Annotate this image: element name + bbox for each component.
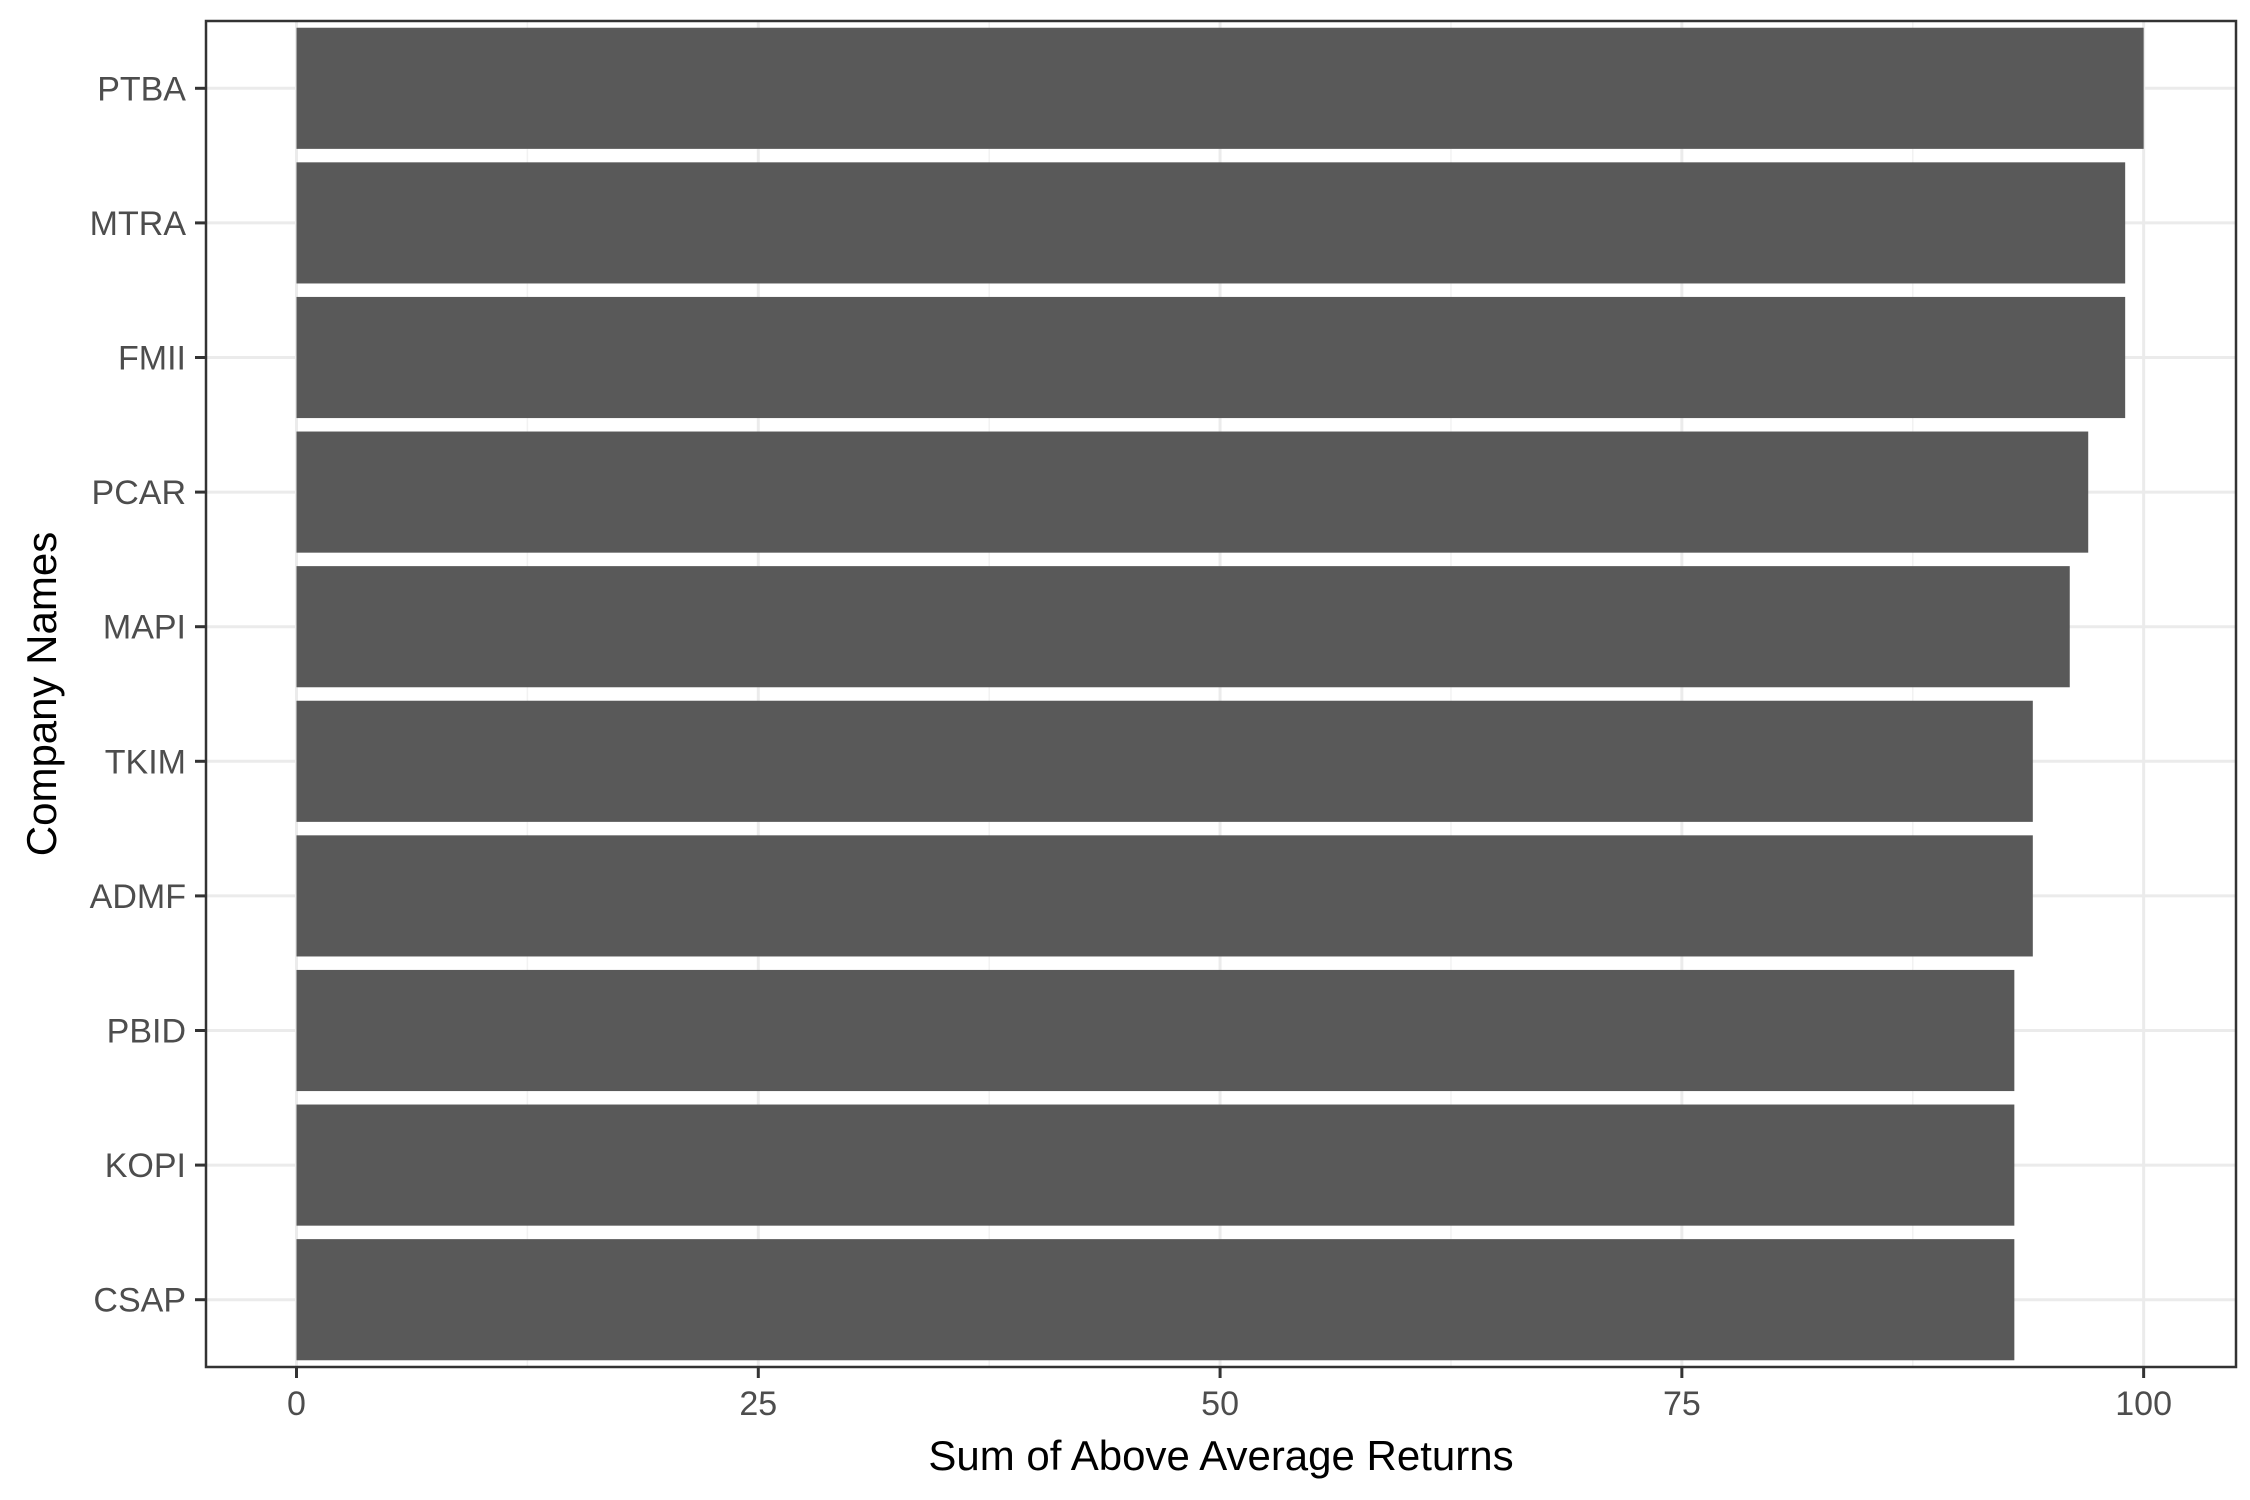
y-tick-label: CSAP xyxy=(93,1282,186,1320)
bar-pcar xyxy=(296,431,2089,553)
x-tick-label: 25 xyxy=(739,1385,777,1423)
y-tick-label: MTRA xyxy=(90,205,187,243)
bar-pbid xyxy=(296,969,2015,1092)
bar-admf xyxy=(296,835,2033,957)
x-axis: 0 25 50 75 100 xyxy=(287,1367,2172,1423)
bar-mtra xyxy=(296,162,2126,284)
y-tick-label: PBID xyxy=(107,1013,186,1051)
y-axis-title: Company Names xyxy=(18,532,65,856)
bar-fmii xyxy=(296,296,2126,419)
y-tick-label: ADMF xyxy=(90,878,186,916)
y-tick-label: MAPI xyxy=(103,609,186,647)
y-tick-label: KOPI xyxy=(105,1147,186,1185)
y-tick-label: PTBA xyxy=(97,70,186,108)
y-tick-label: PCAR xyxy=(92,474,186,512)
bar-mapi xyxy=(296,566,2070,688)
x-tick-label: 100 xyxy=(2115,1385,2172,1423)
y-axis: PTBA MTRA FMII PCAR MAPI TKIM ADMF PBID KOPI CSAP xyxy=(90,70,206,1320)
x-tick-label: 0 xyxy=(287,1385,306,1423)
x-axis-title: Sum of Above Average Returns xyxy=(928,1432,1513,1479)
x-tick-label: 75 xyxy=(1663,1385,1701,1423)
bar-ptba xyxy=(296,27,2144,149)
y-tick-label: TKIM xyxy=(105,743,186,781)
bar-csap xyxy=(296,1239,2015,1361)
bars-layer xyxy=(296,27,2144,1361)
y-tick-label: FMII xyxy=(118,340,186,378)
bar-kopi xyxy=(296,1104,2015,1226)
bar-tkim xyxy=(296,700,2033,822)
x-tick-label: 50 xyxy=(1201,1385,1239,1423)
